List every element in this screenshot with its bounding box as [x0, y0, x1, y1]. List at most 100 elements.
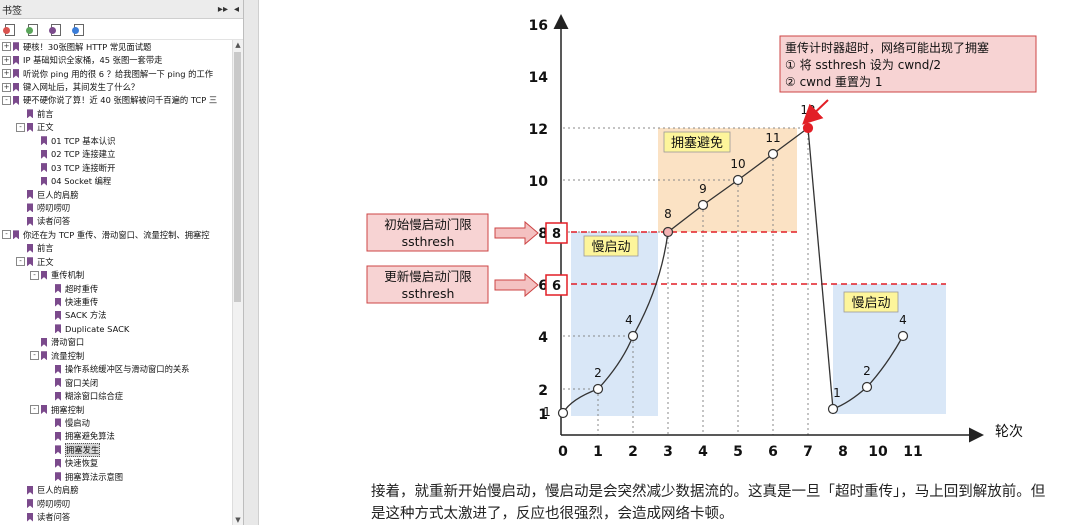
- bookmark-settings-icon[interactable]: [72, 23, 84, 36]
- init-ssthresh-line1: 初始慢启动门限: [384, 217, 472, 232]
- init-ssthresh-line2: ssthresh: [402, 234, 455, 249]
- bookmark-item[interactable]: - 正文: [0, 255, 232, 268]
- bookmark-item[interactable]: 前言: [0, 107, 232, 120]
- data-point: [802, 122, 814, 134]
- x-tick-label: 11: [903, 444, 922, 460]
- bookmark-item-label: 正文: [37, 122, 54, 133]
- bookmark-options-icon[interactable]: [3, 23, 15, 36]
- init-ssthresh-arrow: [494, 220, 539, 246]
- expand-bookmark-icon[interactable]: [26, 23, 38, 36]
- collapse-icon[interactable]: -: [30, 270, 39, 280]
- point-label: 4: [899, 313, 907, 327]
- y-tick-label: 1: [538, 407, 548, 423]
- update-ssthresh-arrow: [494, 272, 539, 298]
- expand-panel-icon[interactable]: ▸▸: [217, 3, 228, 15]
- bookmark-icon: [27, 190, 33, 200]
- panel-splitter[interactable]: [244, 0, 259, 525]
- bookmark-item[interactable]: - 正文: [0, 121, 232, 134]
- bookmark-item[interactable]: 糊涂窗口综合症: [0, 389, 232, 402]
- collapse-icon[interactable]: -: [16, 257, 25, 267]
- slow-start-label-bg-1: [583, 235, 639, 257]
- bookmark-item[interactable]: 操作系统缓冲区与滑动窗口的关系: [0, 363, 232, 376]
- bookmark-item-label: 慢启动: [65, 417, 90, 428]
- bookmark-item-label: 快速恢复: [65, 458, 99, 469]
- bookmark-item[interactable]: - 硬不硬你说了算！近 40 张图解被问千百遍的 TCP 三: [0, 94, 232, 107]
- bookmark-item[interactable]: 超时重传: [0, 282, 232, 295]
- bookmark-item[interactable]: 滑动窗口: [0, 336, 232, 349]
- point-label: 4: [625, 313, 633, 327]
- collapse-icon[interactable]: -: [2, 230, 11, 240]
- add-bookmark-icon[interactable]: [49, 23, 61, 36]
- threshold-marker-8: 8: [552, 227, 561, 242]
- bookmark-item[interactable]: - 重传机制: [0, 268, 232, 281]
- bookmark-item[interactable]: 快速恢复: [0, 457, 232, 470]
- bookmark-icon: [27, 485, 33, 495]
- bookmark-item[interactable]: + IP 基础知识全家桶，45 张图一套带走: [0, 53, 232, 66]
- bookmark-item[interactable]: 03 TCP 连接断开: [0, 161, 232, 174]
- data-point: [767, 148, 779, 160]
- bookmark-item[interactable]: 前言: [0, 242, 232, 255]
- bookmark-item[interactable]: - 拥塞控制: [0, 403, 232, 416]
- bookmark-item-label: 窗口关闭: [65, 377, 99, 388]
- collapse-icon[interactable]: -: [30, 351, 39, 361]
- expand-icon[interactable]: +: [2, 69, 11, 79]
- bookmark-icon: [27, 122, 33, 132]
- bookmark-item[interactable]: 04 Socket 编程: [0, 174, 232, 187]
- bookmark-icon: [55, 284, 61, 294]
- bookmark-icon: [13, 42, 19, 52]
- bookmark-item[interactable]: + 键入网址后，其间发生了什么？: [0, 80, 232, 93]
- x-tick-label: 6: [768, 444, 778, 460]
- y-tick-label: 4: [538, 330, 548, 346]
- bookmark-item[interactable]: - 流量控制: [0, 349, 232, 362]
- bookmark-item[interactable]: 巨人的肩膀: [0, 188, 232, 201]
- bookmark-item[interactable]: 02 TCP 连接建立: [0, 148, 232, 161]
- bookmark-item[interactable]: + 硬核！30张图解 HTTP 常见面试题: [0, 40, 232, 53]
- bookmark-item[interactable]: 读者问答: [0, 510, 232, 523]
- bookmark-item[interactable]: 拥塞算法示意图: [0, 470, 232, 483]
- bookmark-item-label: IP 基础知识全家桶，45 张图一套带走: [23, 55, 163, 66]
- x-tick-label: 1: [593, 444, 603, 460]
- point-label: 8: [664, 207, 672, 221]
- bookmark-item[interactable]: 唠叨唠叨: [0, 497, 232, 510]
- bookmark-item[interactable]: 读者问答: [0, 215, 232, 228]
- bookmark-item[interactable]: 巨人的肩膀: [0, 483, 232, 496]
- bookmark-item-label: 糊涂窗口综合症: [65, 391, 124, 402]
- bookmark-item[interactable]: SACK 方法: [0, 309, 232, 322]
- expand-icon[interactable]: +: [2, 55, 11, 65]
- bookmarks-scrollbar[interactable]: ▲ ▼: [232, 40, 243, 525]
- bookmark-item[interactable]: 拥塞避免算法: [0, 430, 232, 443]
- data-point: [861, 381, 873, 393]
- bookmark-item[interactable]: 01 TCP 基本认识: [0, 134, 232, 147]
- bookmark-item[interactable]: - 你还在为 TCP 重传、滑动窗口、流量控制、拥塞控: [0, 228, 232, 241]
- bookmark-icon: [41, 351, 47, 361]
- point-label: 11: [765, 131, 780, 145]
- scroll-down-icon[interactable]: ▼: [235, 516, 241, 524]
- threshold-marker-8-bg: [545, 222, 568, 244]
- bookmark-item[interactable]: 拥塞发生: [0, 442, 232, 457]
- collapse-icon[interactable]: -: [30, 405, 39, 415]
- bookmark-item[interactable]: 窗口关闭: [0, 376, 232, 389]
- bookmark-item[interactable]: + 听说你 ping 用的很 6 ？给我图解一下 ping 的工作: [0, 67, 232, 80]
- bookmark-item[interactable]: 快速重传: [0, 295, 232, 308]
- bookmark-item[interactable]: Duplicate SACK: [0, 322, 232, 335]
- bookmark-item-label: 流量控制: [51, 350, 85, 361]
- x-tick-label: 4: [698, 444, 708, 460]
- expand-icon[interactable]: +: [2, 82, 11, 92]
- bookmark-item-label: 拥塞控制: [51, 404, 85, 415]
- collapse-icon[interactable]: -: [2, 95, 11, 105]
- bookmark-tree: + 硬核！30张图解 HTTP 常见面试题 + IP 基础知识全家桶，45 张图一套带…: [0, 40, 232, 524]
- scrollbar-thumb[interactable]: [234, 52, 241, 302]
- document-view: 轮次 1 2 4 6 8 10 12 14 16 0 1 2 3 4 5 6 7 8 10 11 1 2 4 8 9 10 11…: [258, 0, 1080, 525]
- collapse-panel-icon[interactable]: ◂: [233, 3, 239, 15]
- bookmark-item-label: 01 TCP 基本认识: [51, 135, 116, 146]
- bookmark-item[interactable]: 慢启动: [0, 416, 232, 429]
- bookmark-item[interactable]: 唠叨唠叨: [0, 201, 232, 214]
- cwnd-series: [557, 122, 909, 419]
- collapse-icon[interactable]: -: [16, 122, 25, 132]
- scroll-up-icon[interactable]: ▲: [235, 41, 241, 49]
- expand-icon[interactable]: +: [2, 42, 11, 52]
- bookmark-icon: [55, 297, 61, 307]
- timeout-note-line1: 重传计时器超时，网络可能出现了拥塞: [785, 40, 989, 55]
- bookmark-icon: [41, 163, 47, 173]
- slow-start-label-2: 慢启动: [851, 295, 890, 311]
